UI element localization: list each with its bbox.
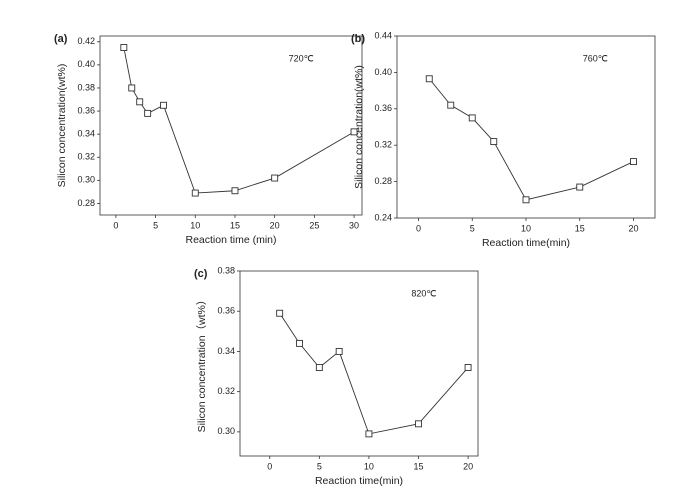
annotation: 720℃	[289, 53, 314, 63]
panel-label: (c)	[194, 268, 208, 280]
annotation: 820℃	[411, 288, 436, 298]
x-tick-label: 0	[416, 223, 421, 233]
data-marker	[464, 364, 472, 371]
annotation: 760℃	[583, 53, 608, 63]
y-tick-label: 0.34	[77, 129, 95, 139]
data-marker	[350, 128, 358, 136]
y-tick-label: 0.28	[374, 176, 392, 186]
data-line	[279, 312, 469, 435]
x-tick-label: 5	[470, 223, 475, 233]
x-tick-label: 25	[309, 220, 319, 230]
y-tick-label: 0.32	[77, 152, 95, 162]
y-tick-label: 0.36	[77, 105, 95, 115]
y-tick-label: 0.42	[77, 36, 95, 46]
data-marker	[415, 420, 422, 428]
data-marker	[160, 101, 167, 109]
y-tick-label: 0.36	[374, 103, 392, 113]
y-tick-label: 0.32	[217, 386, 235, 396]
data-marker	[490, 138, 498, 146]
x-tick-label: 15	[230, 220, 240, 230]
plot-frame	[99, 35, 363, 216]
x-tick-label: 10	[364, 461, 374, 471]
x-tick-label: 10	[521, 223, 531, 233]
panel-label: (a)	[54, 33, 68, 45]
y-tick-label: 0.30	[77, 175, 95, 185]
x-tick-label: 0	[267, 461, 272, 471]
x-axis-title: Reaction time(min)	[315, 475, 403, 487]
x-axis-title: Reaction time (min)	[185, 234, 276, 246]
y-axis-title: Silicon concentration(wt%)	[56, 64, 68, 188]
data-marker	[144, 109, 152, 117]
data-line	[428, 78, 634, 201]
y-tick-label: 0.24	[374, 212, 392, 222]
data-marker	[576, 183, 584, 191]
data-marker	[447, 101, 455, 109]
y-tick-label: 0.30	[217, 426, 235, 436]
data-marker	[425, 75, 433, 83]
x-tick-label: 15	[413, 461, 423, 471]
data-line	[123, 47, 355, 194]
y-tick-label: 0.38	[217, 265, 235, 275]
data-marker	[522, 196, 530, 204]
y-tick-label: 0.40	[77, 59, 95, 69]
data-marker	[271, 174, 279, 182]
y-tick-label: 0.32	[374, 140, 392, 150]
x-tick-label: 30	[349, 220, 359, 230]
y-tick-label: 0.34	[217, 346, 235, 356]
data-marker	[335, 347, 343, 355]
x-tick-label: 20	[463, 461, 473, 471]
data-marker	[276, 309, 284, 317]
y-axis-title: Silicon concentration（wt%）	[196, 295, 208, 433]
x-tick-label: 5	[317, 461, 322, 471]
data-marker	[315, 364, 323, 371]
plot-frame	[239, 270, 479, 457]
data-marker	[191, 189, 199, 197]
data-marker	[128, 84, 136, 92]
data-marker	[630, 158, 637, 166]
x-tick-label: 10	[190, 220, 200, 230]
y-tick-label: 0.28	[77, 198, 95, 208]
data-marker	[120, 44, 128, 51]
y-tick-label: 0.44	[374, 30, 392, 40]
x-tick-label: 20	[628, 223, 638, 233]
data-marker	[468, 114, 476, 122]
x-tick-label: 20	[270, 220, 280, 230]
x-axis-title: Reaction time(min)	[482, 237, 570, 249]
x-tick-label: 5	[153, 220, 158, 230]
data-marker	[231, 187, 239, 195]
y-tick-label: 0.38	[77, 82, 95, 92]
data-marker	[136, 98, 144, 106]
y-tick-label: 0.40	[374, 67, 392, 77]
data-marker	[296, 339, 303, 347]
panel-label: (b)	[351, 33, 365, 45]
plot-frame	[396, 35, 656, 219]
y-axis-title: Silicon concentration(wt%)	[353, 65, 365, 189]
y-tick-label: 0.36	[217, 306, 235, 316]
x-tick-label: 0	[113, 220, 118, 230]
data-marker	[365, 430, 373, 438]
x-tick-label: 15	[575, 223, 585, 233]
